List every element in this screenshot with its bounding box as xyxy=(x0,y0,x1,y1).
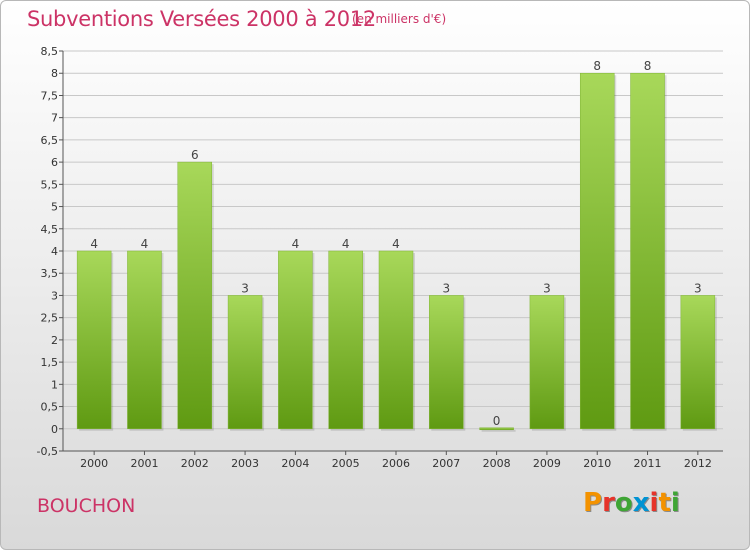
x-tick-label: 2003 xyxy=(231,457,259,470)
x-tick-label: 2010 xyxy=(583,457,611,470)
x-tick-label: 2008 xyxy=(483,457,511,470)
bar-2008 xyxy=(479,427,514,431)
x-tick-label: 2002 xyxy=(181,457,209,470)
x-tick-label: 2007 xyxy=(432,457,460,470)
y-tick-label: 8 xyxy=(51,67,58,80)
y-tick-label: 5,5 xyxy=(41,178,59,191)
y-tick-label: 7 xyxy=(51,112,58,125)
commune-name: BOUCHON xyxy=(37,495,136,517)
bar-2001 xyxy=(127,250,162,430)
y-tick-label: 1,5 xyxy=(41,356,59,369)
y-tick-label: 7,5 xyxy=(41,89,59,102)
value-label: 6 xyxy=(191,148,199,162)
value-label: 3 xyxy=(442,281,450,295)
y-tick-label: 5 xyxy=(51,201,58,214)
value-label: 8 xyxy=(644,59,652,73)
logo-letter: i xyxy=(670,488,680,518)
y-tick-label: 3 xyxy=(51,289,58,302)
logo-letter: o xyxy=(614,488,633,518)
value-label: 3 xyxy=(241,281,249,295)
bar-2009 xyxy=(529,295,565,430)
bar-2004 xyxy=(278,250,313,430)
y-tick-label: 4 xyxy=(51,245,58,258)
x-tick-label: 2004 xyxy=(281,457,309,470)
x-tick-label: 2009 xyxy=(533,457,561,470)
bar-2007 xyxy=(429,295,464,430)
y-tick-label: 2 xyxy=(51,334,58,347)
logo-letter: x xyxy=(632,488,650,518)
y-tick-label: 2,5 xyxy=(41,312,59,325)
logo-letter: r xyxy=(602,488,615,518)
bar-2002 xyxy=(177,161,213,430)
x-tick-label: 2000 xyxy=(80,457,108,470)
bar-shadow xyxy=(481,429,516,432)
bar-2003 xyxy=(227,295,263,430)
y-tick-label: 0 xyxy=(51,423,58,436)
y-tick-label: 6,5 xyxy=(41,134,59,147)
value-label: 4 xyxy=(392,237,400,251)
logo-letter: t xyxy=(658,488,671,518)
unit-label: (en milliers d'€) xyxy=(352,12,447,26)
x-tick-label: 2005 xyxy=(332,457,360,470)
y-tick-label: 8,5 xyxy=(41,45,59,58)
value-label: 8 xyxy=(593,59,601,73)
x-tick-label: 2006 xyxy=(382,457,410,470)
value-label: 0 xyxy=(493,414,501,428)
x-tick-label: 2001 xyxy=(130,457,158,470)
y-tick-label: 1 xyxy=(51,378,58,391)
logo-letter: P xyxy=(583,488,603,518)
value-label: 4 xyxy=(141,237,149,251)
value-label: 3 xyxy=(694,281,702,295)
x-tick-label: 2012 xyxy=(684,457,712,470)
bar-2006 xyxy=(378,250,414,430)
y-tick-label: 3,5 xyxy=(41,267,59,280)
bar-2000 xyxy=(76,250,112,430)
y-tick-label: 4,5 xyxy=(41,223,59,236)
bar-2011 xyxy=(630,72,665,430)
value-label: 4 xyxy=(90,237,98,251)
value-label: 4 xyxy=(342,237,350,251)
y-tick-label: 6 xyxy=(51,156,58,169)
y-tick-label: 0,5 xyxy=(41,401,59,414)
proxiti-logo: Proxiti xyxy=(583,488,680,518)
chart-title: Subventions Versées 2000 à 2012 xyxy=(27,7,376,31)
bar-2010 xyxy=(579,72,615,430)
value-label: 3 xyxy=(543,281,551,295)
y-tick-label: -0,5 xyxy=(37,445,58,458)
x-tick-label: 2011 xyxy=(634,457,662,470)
value-label: 4 xyxy=(292,237,300,251)
bar-2005 xyxy=(328,250,363,430)
logo-letter: i xyxy=(649,488,659,518)
bar-2012 xyxy=(680,295,716,430)
